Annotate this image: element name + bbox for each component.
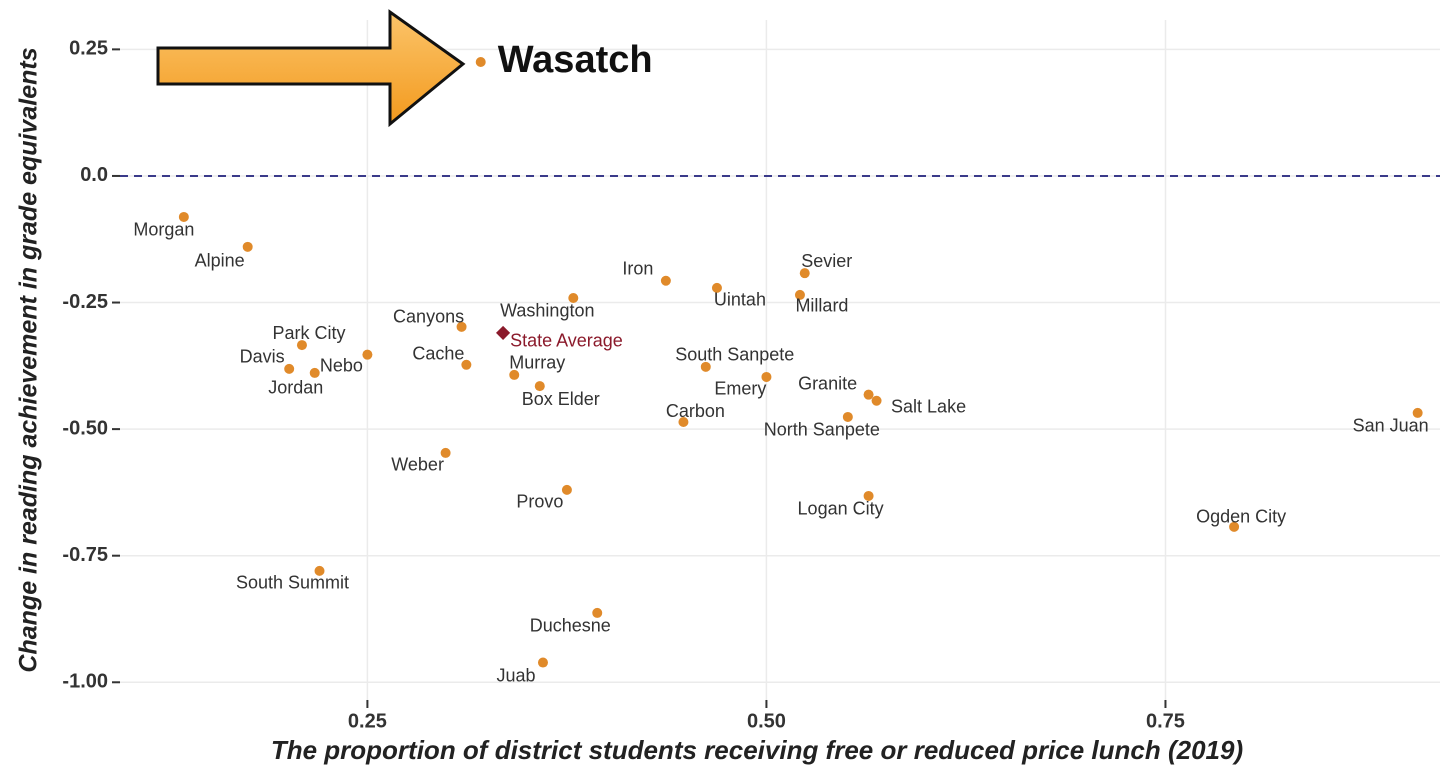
point-label: Juab — [496, 665, 535, 685]
point-label: Washington — [500, 301, 594, 321]
point-label: San Juan — [1353, 416, 1429, 436]
point-label: Millard — [795, 296, 848, 316]
point-label: Box Elder — [522, 389, 600, 409]
x-axis-title: The proportion of district students rece… — [271, 735, 1243, 765]
point — [178, 211, 189, 222]
point — [309, 367, 320, 378]
point-label: Sevier — [801, 251, 852, 271]
x-tick-label: 0.75 — [1146, 710, 1185, 732]
point — [296, 340, 307, 351]
point — [711, 282, 722, 293]
point-label: Park City — [272, 323, 345, 343]
point — [592, 607, 603, 618]
point — [794, 289, 805, 300]
y-tick-label: 0.25 — [69, 38, 108, 60]
point-label: Nebo — [320, 355, 363, 375]
point — [1412, 407, 1423, 418]
point — [863, 389, 874, 400]
point-label: Duchesne — [530, 616, 611, 636]
y-tick-label: -1.00 — [62, 671, 108, 693]
point — [537, 657, 548, 668]
point-label: Provo — [516, 492, 563, 512]
point-label: Emery — [714, 379, 766, 399]
point-label: Davis — [240, 347, 285, 367]
point — [314, 565, 325, 576]
x-tick-label: 0.25 — [348, 710, 387, 732]
y-axis-title: Change in reading achievement in grade e… — [15, 47, 43, 672]
point — [871, 395, 882, 406]
point-label: South Sanpete — [675, 345, 794, 365]
point — [440, 447, 451, 458]
point-label: Iron — [622, 259, 653, 279]
point-label: Salt Lake — [891, 397, 966, 417]
point-label: Uintah — [714, 290, 766, 310]
y-tick-label: -0.25 — [62, 291, 108, 313]
point — [799, 268, 810, 279]
point — [660, 275, 671, 286]
state-average-label: State Average — [510, 331, 623, 351]
annotation-label: Wasatch — [498, 39, 653, 81]
point — [568, 292, 579, 303]
point — [561, 484, 572, 495]
point-label: North Sanpete — [764, 420, 880, 440]
point — [475, 57, 486, 68]
point-label: Jordan — [268, 378, 323, 398]
point — [700, 361, 711, 372]
point-label: Canyons — [393, 307, 464, 327]
point-label: Murray — [509, 353, 565, 373]
point-label: Cache — [412, 344, 464, 364]
y-tick-label: -0.50 — [62, 417, 108, 439]
point — [456, 321, 467, 332]
point-label: Alpine — [195, 251, 245, 271]
point — [362, 349, 373, 360]
point — [761, 371, 772, 382]
y-tick-label: -0.75 — [62, 544, 108, 566]
point-label: Carbon — [666, 401, 725, 421]
point — [678, 417, 689, 428]
point — [242, 241, 253, 252]
point-label: Logan City — [798, 499, 884, 519]
point — [863, 490, 874, 501]
point-label: Morgan — [133, 220, 194, 240]
point — [284, 363, 295, 374]
point-label: Weber — [391, 455, 444, 475]
point-label: South Summit — [236, 573, 349, 593]
point — [534, 381, 545, 392]
plot-area — [120, 20, 1440, 700]
arrow — [156, 9, 466, 128]
point — [509, 369, 520, 380]
point — [1229, 521, 1240, 532]
point-label: Ogden City — [1196, 507, 1286, 527]
y-tick-label: 0.0 — [80, 164, 108, 186]
state-average-marker — [496, 325, 511, 340]
point-label: Granite — [798, 373, 857, 393]
x-tick-label: 0.50 — [747, 710, 786, 732]
point — [842, 411, 853, 422]
point — [461, 359, 472, 370]
